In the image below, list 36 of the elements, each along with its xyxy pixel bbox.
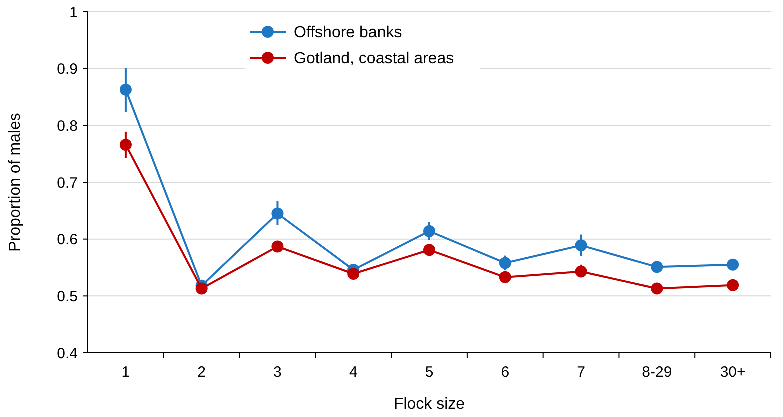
y-tick-label: 0.6 (57, 232, 78, 249)
x-tick-label: 7 (577, 364, 586, 381)
x-tick-label: 6 (501, 364, 510, 381)
point (575, 240, 588, 252)
point (272, 208, 284, 220)
x-tick-label: 3 (274, 364, 282, 381)
x-tick-label: 2 (198, 364, 206, 381)
legend-label: Gotland, coastal areas (294, 50, 454, 68)
legend-label: Offshore banks (294, 24, 402, 42)
point (348, 268, 360, 280)
y-tick-label: 1 (70, 4, 78, 22)
x-axis-title: Flock size (394, 396, 466, 413)
point (272, 240, 284, 253)
y-tick-label: 0.5 (57, 288, 78, 306)
point (499, 271, 512, 284)
point (499, 257, 512, 270)
x-tick-label: 1 (122, 364, 130, 381)
y-tick-label: 0.7 (57, 174, 78, 192)
y-tick-label: 0.8 (57, 118, 78, 135)
y-tick-label: 0.4 (57, 345, 78, 362)
point (196, 282, 208, 295)
x-tick-label: 5 (425, 364, 434, 381)
x-tick-label: 4 (349, 364, 358, 381)
point (727, 279, 740, 292)
point (651, 261, 664, 274)
point (727, 258, 740, 271)
point (651, 282, 664, 295)
y-axis-title: Proportion of males (7, 113, 24, 252)
y-tick-label: 0.9 (57, 61, 78, 78)
x-tick-label: 8-29 (642, 364, 672, 381)
point (120, 84, 132, 96)
point (120, 138, 132, 151)
x-tick-label: 30+ (720, 364, 746, 381)
point (424, 244, 436, 256)
point (575, 266, 588, 278)
point (424, 225, 436, 238)
